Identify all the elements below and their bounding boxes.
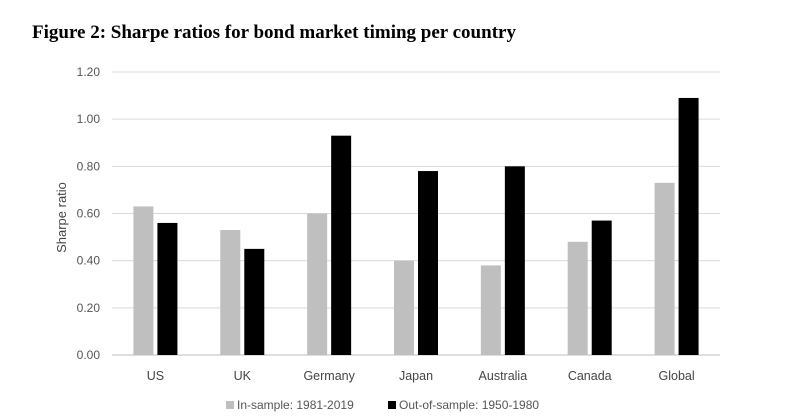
bar-out-of-sample-japan [418,171,438,355]
y-axis-title: Sharpe ratio [54,182,69,253]
bar-in-sample-uk [220,230,241,355]
bar-in-sample-us [133,206,154,355]
x-category-labels: US UK Germany Japan Australia Canada Global [147,369,695,383]
bar-out-of-sample-germany [331,135,352,355]
y-tick-labels: 0.00 0.20 0.40 0.60 0.80 1.00 1.20 [77,65,101,362]
bar-out-of-sample-us [157,222,178,355]
bar-out-of-sample-canada [591,220,612,355]
x-category-label: Germany [303,369,355,383]
bar-in-sample-australia [480,265,501,355]
x-category-label: Canada [568,369,612,383]
legend-swatch [226,401,234,409]
legend: In-sample: 1981-2019 Out-of-sample: 1950-… [226,398,539,412]
legend-swatch [388,401,396,409]
y-tick-label: 1.00 [77,112,101,126]
legend-label: In-sample: 1981-2019 [237,398,354,412]
chart-title: Figure 2: Sharpe ratios for bond market … [32,22,516,43]
bar-in-sample-germany [307,213,328,355]
bar-out-of-sample-global [678,97,699,356]
x-category-label: UK [234,369,252,383]
bars [133,97,699,356]
bar-out-of-sample-uk [244,248,265,355]
bar-out-of-sample-australia [504,166,525,355]
gridlines [112,71,720,356]
y-tick-label: 1.20 [77,65,101,79]
y-tick-label: 0.80 [77,159,101,173]
y-tick-label: 0.00 [77,348,101,362]
bar-in-sample-canada [567,241,588,355]
x-category-label: US [147,369,164,383]
x-category-label: Global [659,369,695,383]
y-tick-label: 0.20 [77,301,101,315]
y-tick-label: 0.40 [77,254,101,268]
bar-in-sample-global [654,182,675,355]
bar-in-sample-japan [394,260,414,355]
x-category-label: Japan [399,369,433,383]
legend-label: Out-of-sample: 1950-1980 [399,398,539,412]
x-category-label: Australia [479,369,528,383]
y-tick-label: 0.60 [77,207,101,221]
